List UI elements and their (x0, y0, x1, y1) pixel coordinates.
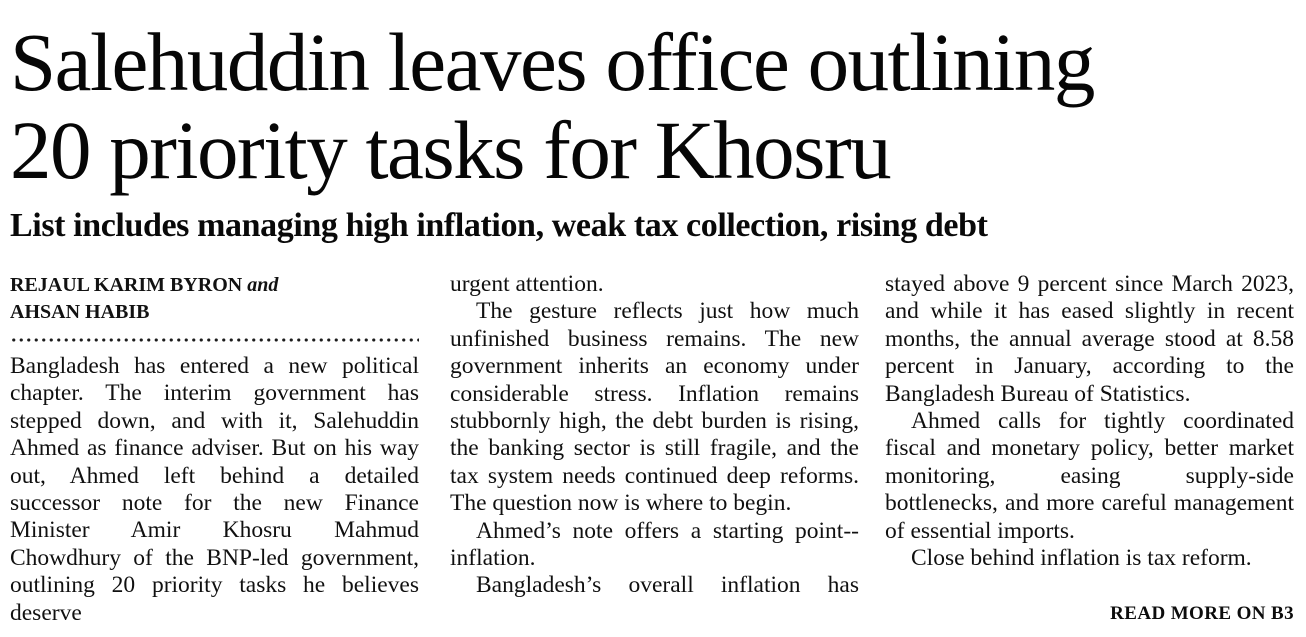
body-paragraph: Ahmed calls for tightly coordinated fisc… (885, 408, 1294, 544)
author-name-2: AHSAN HABIB (10, 301, 150, 323)
byline-line-2: AHSAN HABIB (10, 299, 420, 326)
byline-line-1: REJAUL KARIM BYRON and (10, 272, 420, 299)
article-column-1: Bangladesh has entered a new political c… (10, 353, 419, 627)
article-column-3: stayed above 9 percent since March 2023,… (885, 271, 1294, 572)
author-name-1: REJAUL KARIM BYRON (10, 274, 243, 296)
body-paragraph: The gesture reflects just how much unfin… (450, 298, 859, 517)
read-more-note: READ MORE ON B3 (1102, 603, 1294, 625)
body-paragraph: Bangladesh has entered a new political c… (10, 353, 419, 626)
body-paragraph: Ahmed’s note offers a starting point-- i… (450, 517, 859, 572)
body-paragraph: Close behind inflation is tax reform. (911, 545, 1252, 572)
article-column-2: urgent attention. The gesture reflects ju… (450, 271, 859, 600)
article-headline: Salehuddin leaves office outlining 20 pr… (10, 18, 1302, 194)
headline-line-1: Salehuddin leaves office outlining (10, 16, 1095, 108)
headline-line-2: 20 priority tasks for Khosru (10, 104, 892, 196)
body-paragraph: Bangladesh’s overall inflation has (476, 572, 859, 599)
body-paragraph: stayed above 9 percent since March 2023,… (885, 271, 1294, 407)
article-subheadline: List includes managing high inflation, w… (10, 207, 988, 244)
dotted-divider (10, 338, 419, 342)
byline: REJAUL KARIM BYRON and AHSAN HABIB (10, 272, 420, 326)
body-paragraph: urgent attention. (450, 271, 604, 297)
byline-connector: and (247, 274, 279, 296)
